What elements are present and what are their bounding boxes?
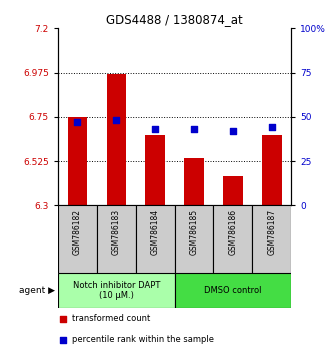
Bar bbox=[184, 158, 204, 205]
Text: GSM786185: GSM786185 bbox=[190, 209, 199, 255]
Bar bbox=[252, 205, 291, 273]
Bar bbox=[223, 176, 243, 205]
Text: transformed count: transformed count bbox=[72, 314, 150, 323]
Point bbox=[60, 337, 65, 343]
Bar bbox=[97, 205, 136, 273]
Point bbox=[114, 118, 119, 123]
Text: GSM786187: GSM786187 bbox=[267, 209, 276, 255]
Bar bbox=[58, 273, 175, 308]
Text: GSM786183: GSM786183 bbox=[112, 209, 121, 255]
Bar bbox=[58, 205, 97, 273]
Text: agent ▶: agent ▶ bbox=[19, 286, 55, 295]
Text: GSM786184: GSM786184 bbox=[151, 209, 160, 255]
Bar bbox=[262, 135, 282, 205]
Bar bbox=[68, 117, 87, 205]
Point bbox=[230, 128, 236, 134]
Text: GSM786182: GSM786182 bbox=[73, 209, 82, 255]
Bar bbox=[213, 205, 252, 273]
Point bbox=[75, 119, 80, 125]
Point bbox=[60, 316, 65, 321]
Text: GSM786186: GSM786186 bbox=[228, 209, 237, 255]
Text: DMSO control: DMSO control bbox=[204, 286, 262, 295]
Point bbox=[153, 126, 158, 132]
Bar bbox=[175, 273, 291, 308]
Bar bbox=[175, 205, 213, 273]
Bar bbox=[145, 135, 165, 205]
Title: GDS4488 / 1380874_at: GDS4488 / 1380874_at bbox=[106, 13, 243, 26]
Text: Notch inhibitor DAPT
(10 μM.): Notch inhibitor DAPT (10 μM.) bbox=[72, 281, 160, 300]
Bar bbox=[107, 74, 126, 205]
Bar bbox=[136, 205, 175, 273]
Text: percentile rank within the sample: percentile rank within the sample bbox=[72, 335, 214, 344]
Point bbox=[269, 125, 274, 130]
Point bbox=[191, 126, 197, 132]
